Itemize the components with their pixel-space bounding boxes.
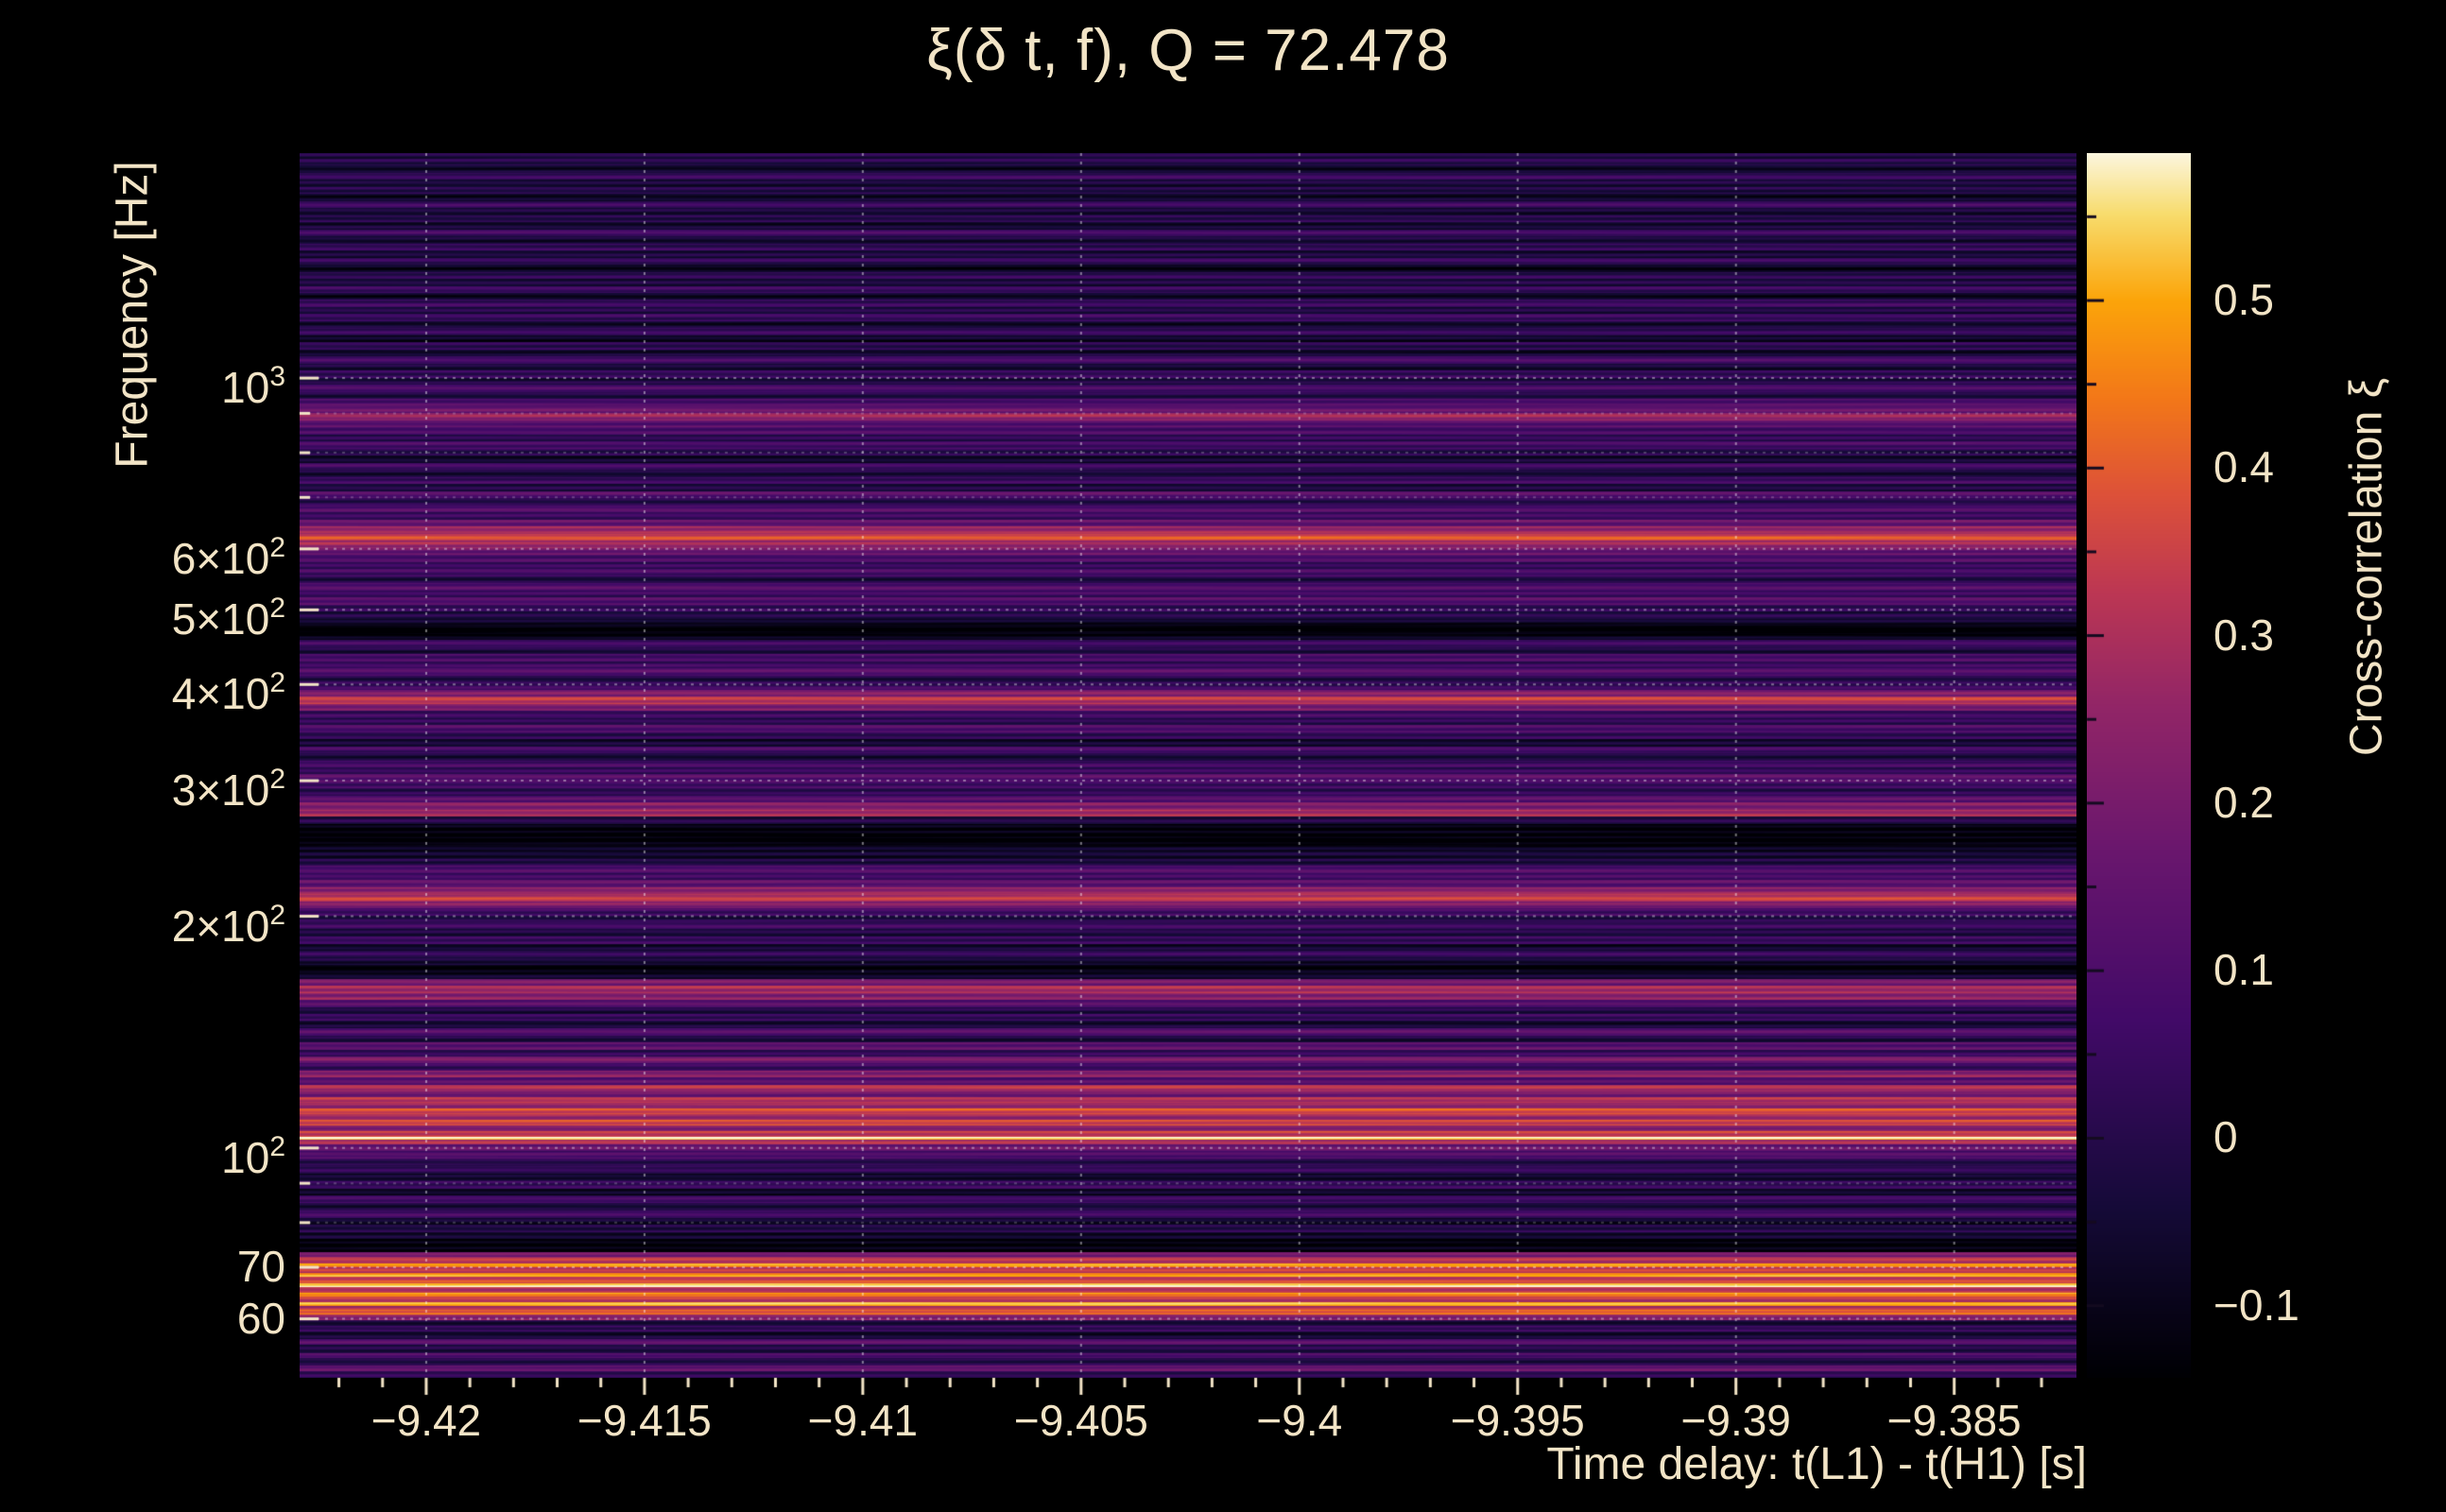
chart-title: ξ(δ t, f), Q = 72.478 [926,18,1450,83]
y-tick-label: 2×102 [171,899,285,951]
colorbar-title: Cross-correlation ξ [2341,377,2392,757]
y-tick-label: 5×102 [171,593,285,644]
colorbar-tick-label: 0.2 [2213,777,2274,827]
heatmap-image [300,153,2076,1378]
y-tick-label: 60 [236,1293,285,1343]
x-tick-label: −9.4 [1256,1396,1343,1445]
colorbar-tick-label: 0.1 [2213,945,2274,995]
y-tick-label: 70 [236,1242,285,1292]
y-tick-label: 102 [221,1130,285,1182]
colorbar-tick-label: 0.4 [2213,442,2274,492]
y-tick-label: 6×102 [171,531,285,583]
colorbar-tick-label: 0.5 [2213,275,2274,325]
x-tick-label: −9.405 [1013,1396,1148,1445]
x-tick-label: −9.415 [577,1396,712,1445]
y-axis-title: Frequency [Hz] [107,161,158,469]
x-tick-label: −9.39 [1680,1396,1791,1445]
x-axis-title: Time delay: t(L1) - t(H1) [s] [1546,1439,2087,1489]
colorbar-tick-label: 0.3 [2213,610,2274,660]
y-tick-label: 103 [221,361,285,413]
y-tick-label: 3×102 [171,764,285,816]
colorbar-tick-label: −0.1 [2213,1280,2300,1330]
colorbar-gradient [2087,153,2191,1378]
x-tick-label: −9.41 [807,1396,919,1445]
x-tick-label: −9.42 [370,1396,482,1445]
y-tick-label: 4×102 [171,667,285,719]
x-tick-label: −9.395 [1450,1396,1585,1445]
colorbar-tick-label: 0 [2213,1112,2238,1162]
x-tick-label: −9.385 [1886,1396,2022,1445]
